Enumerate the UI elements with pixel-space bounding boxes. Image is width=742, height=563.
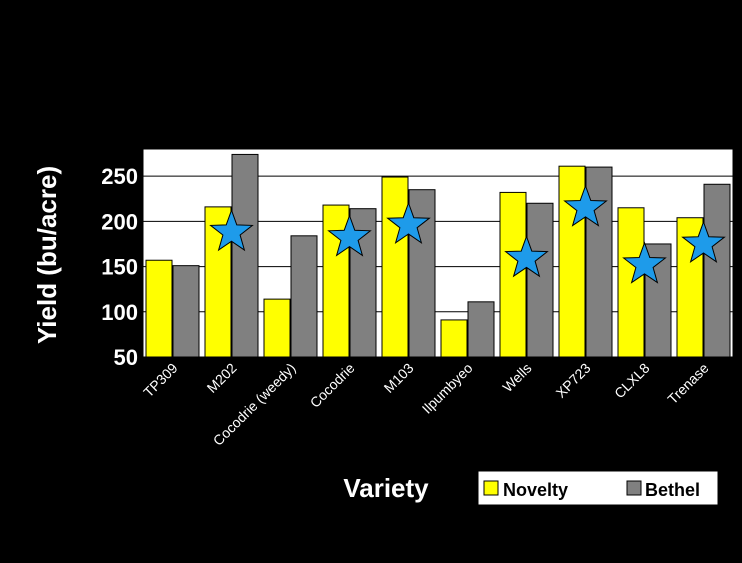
bar-novelty-cocodrie-weedy [263, 298, 291, 358]
x-tick-label-trenase: Trenase [664, 360, 711, 407]
x-tick-label-m202: M202 [204, 360, 240, 396]
star-marker-m103 [386, 201, 431, 244]
legend-box [477, 470, 719, 506]
x-tick-label-xp723: XP723 [553, 360, 594, 401]
bar-novelty-ilpumbyeo [440, 319, 468, 358]
bar-novelty-tp309 [145, 259, 173, 358]
legend-swatch-novelty [483, 480, 499, 496]
bar-novelty-wells [499, 191, 527, 358]
bar-bethel-xp723 [585, 166, 613, 358]
y-tick-label-250: 250 [101, 164, 138, 189]
x-tick-label-m103: M103 [381, 360, 417, 396]
legend-label-bethel: Bethel [645, 480, 700, 500]
star-marker-clxl8 [622, 241, 667, 284]
bar-bethel-cocodrie-weedy [290, 235, 318, 358]
x-axis-title: Variety [343, 473, 429, 503]
bar-bethel-wells [526, 202, 554, 358]
x-tick-label-clxl8: CLXL8 [611, 360, 653, 402]
bar-novelty-xp723 [558, 165, 586, 358]
x-tick-label-wells: Wells [499, 360, 534, 395]
y-axis-ticks: 50 100 150 200 250 [101, 164, 138, 370]
legend: Novelty Bethel [477, 470, 719, 506]
bar-bethel-m202 [231, 153, 259, 358]
y-tick-label-200: 200 [101, 209, 138, 234]
legend-label-novelty: Novelty [503, 480, 568, 500]
y-tick-label-50: 50 [114, 345, 138, 370]
bar-bethel-trenase [703, 183, 731, 358]
x-tick-label-tp309: TP309 [140, 360, 181, 401]
x-tick-label-ilpumbyeo: Ilpumbyeo [419, 360, 476, 417]
bar-bethel-tp309 [172, 265, 200, 358]
y-tick-label-150: 150 [101, 255, 138, 280]
star-marker-trenase [681, 220, 726, 263]
y-tick-label-100: 100 [101, 300, 138, 325]
star-marker-m202 [209, 208, 254, 252]
bar-novelty-m103 [381, 176, 409, 358]
star-markers [209, 184, 726, 284]
bar-bethel-ilpumbyeo [467, 301, 495, 358]
star-marker-cocodrie [327, 214, 372, 257]
x-tick-label-cocodrie: Cocodrie [307, 360, 358, 411]
legend-swatch-bethel [626, 480, 642, 496]
bar-novelty-clxl8 [617, 207, 645, 358]
star-marker-xp723 [563, 184, 608, 227]
star-marker-wells [504, 234, 549, 278]
y-axis-title: Yield (bu/acre) [32, 166, 62, 344]
